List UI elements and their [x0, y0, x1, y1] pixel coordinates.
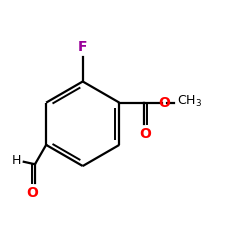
Text: O: O [140, 127, 151, 141]
Text: CH$_3$: CH$_3$ [176, 94, 202, 110]
Text: O: O [26, 186, 38, 200]
Text: F: F [78, 40, 88, 54]
Text: H: H [12, 154, 21, 167]
Text: O: O [159, 96, 170, 110]
